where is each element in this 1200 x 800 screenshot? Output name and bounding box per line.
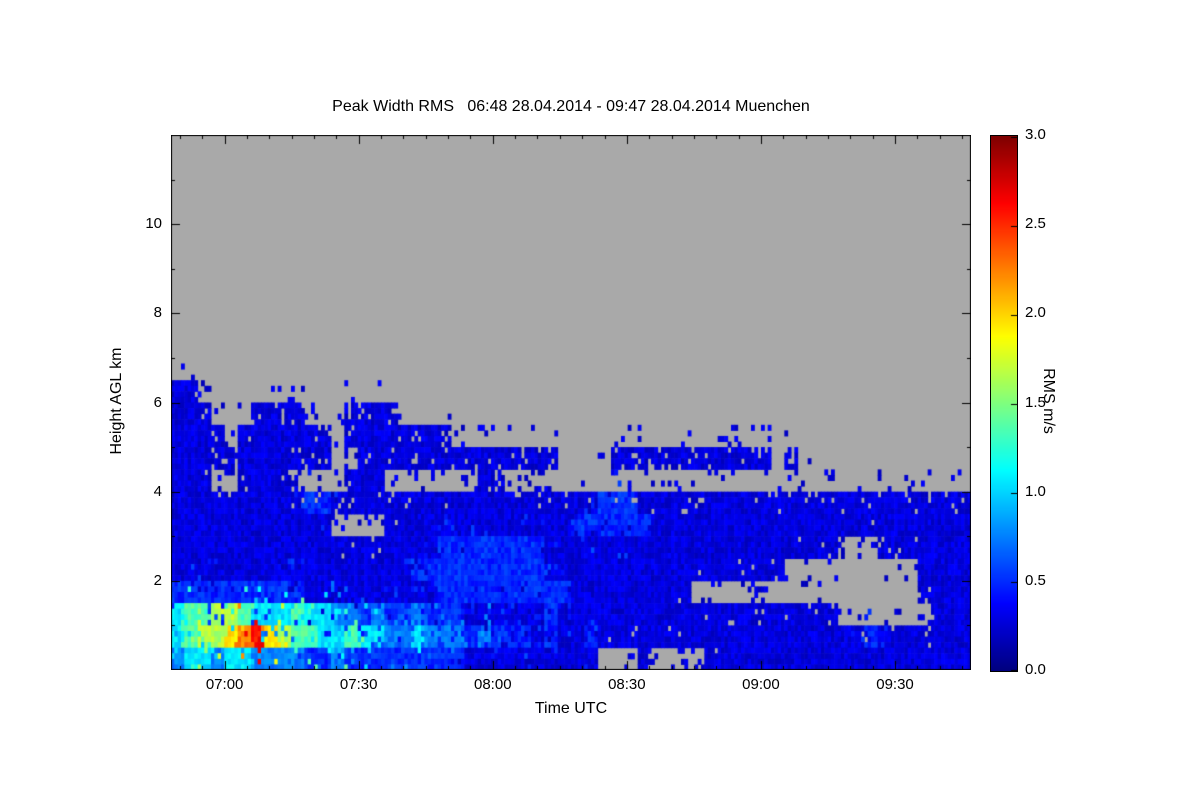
colorbar-label: RMS m/s [1040,368,1057,434]
x-tick-label: 09:30 [876,676,914,693]
colorbar [990,135,1018,672]
heatmap-plot-area [171,135,971,670]
colorbar-tick-label: 2.5 [1025,215,1046,233]
x-tick-label: 07:30 [339,676,378,693]
y-tick-label: 4 [153,482,162,500]
chart-title: Peak Width RMS 06:48 28.04.2014 - 09:47 … [332,98,810,115]
x-tick-label: 07:00 [205,676,244,693]
y-tick-label: 10 [145,215,162,233]
colorbar-tick-label: 2.0 [1025,304,1046,322]
x-axis-label: Time UTC [534,700,608,717]
colorbar-tick-label: 1.5 [1025,393,1046,411]
x-tick-label: 08:30 [608,676,646,693]
y-tick-label: 6 [153,393,162,411]
x-tick-label: 08:00 [474,676,512,693]
y-tick-label: 2 [153,571,162,589]
colorbar-tick-label: 0.0 [1025,661,1046,678]
colorbar-tick-label: 0.5 [1025,571,1046,589]
y-tick-label: 8 [153,304,162,322]
y-axis-label: Height AGL km [108,347,125,455]
x-tick-label: 09:00 [742,676,780,693]
colorbar-tick-label: 1.0 [1025,482,1046,500]
colorbar-tick-label: 3.0 [1025,126,1046,143]
